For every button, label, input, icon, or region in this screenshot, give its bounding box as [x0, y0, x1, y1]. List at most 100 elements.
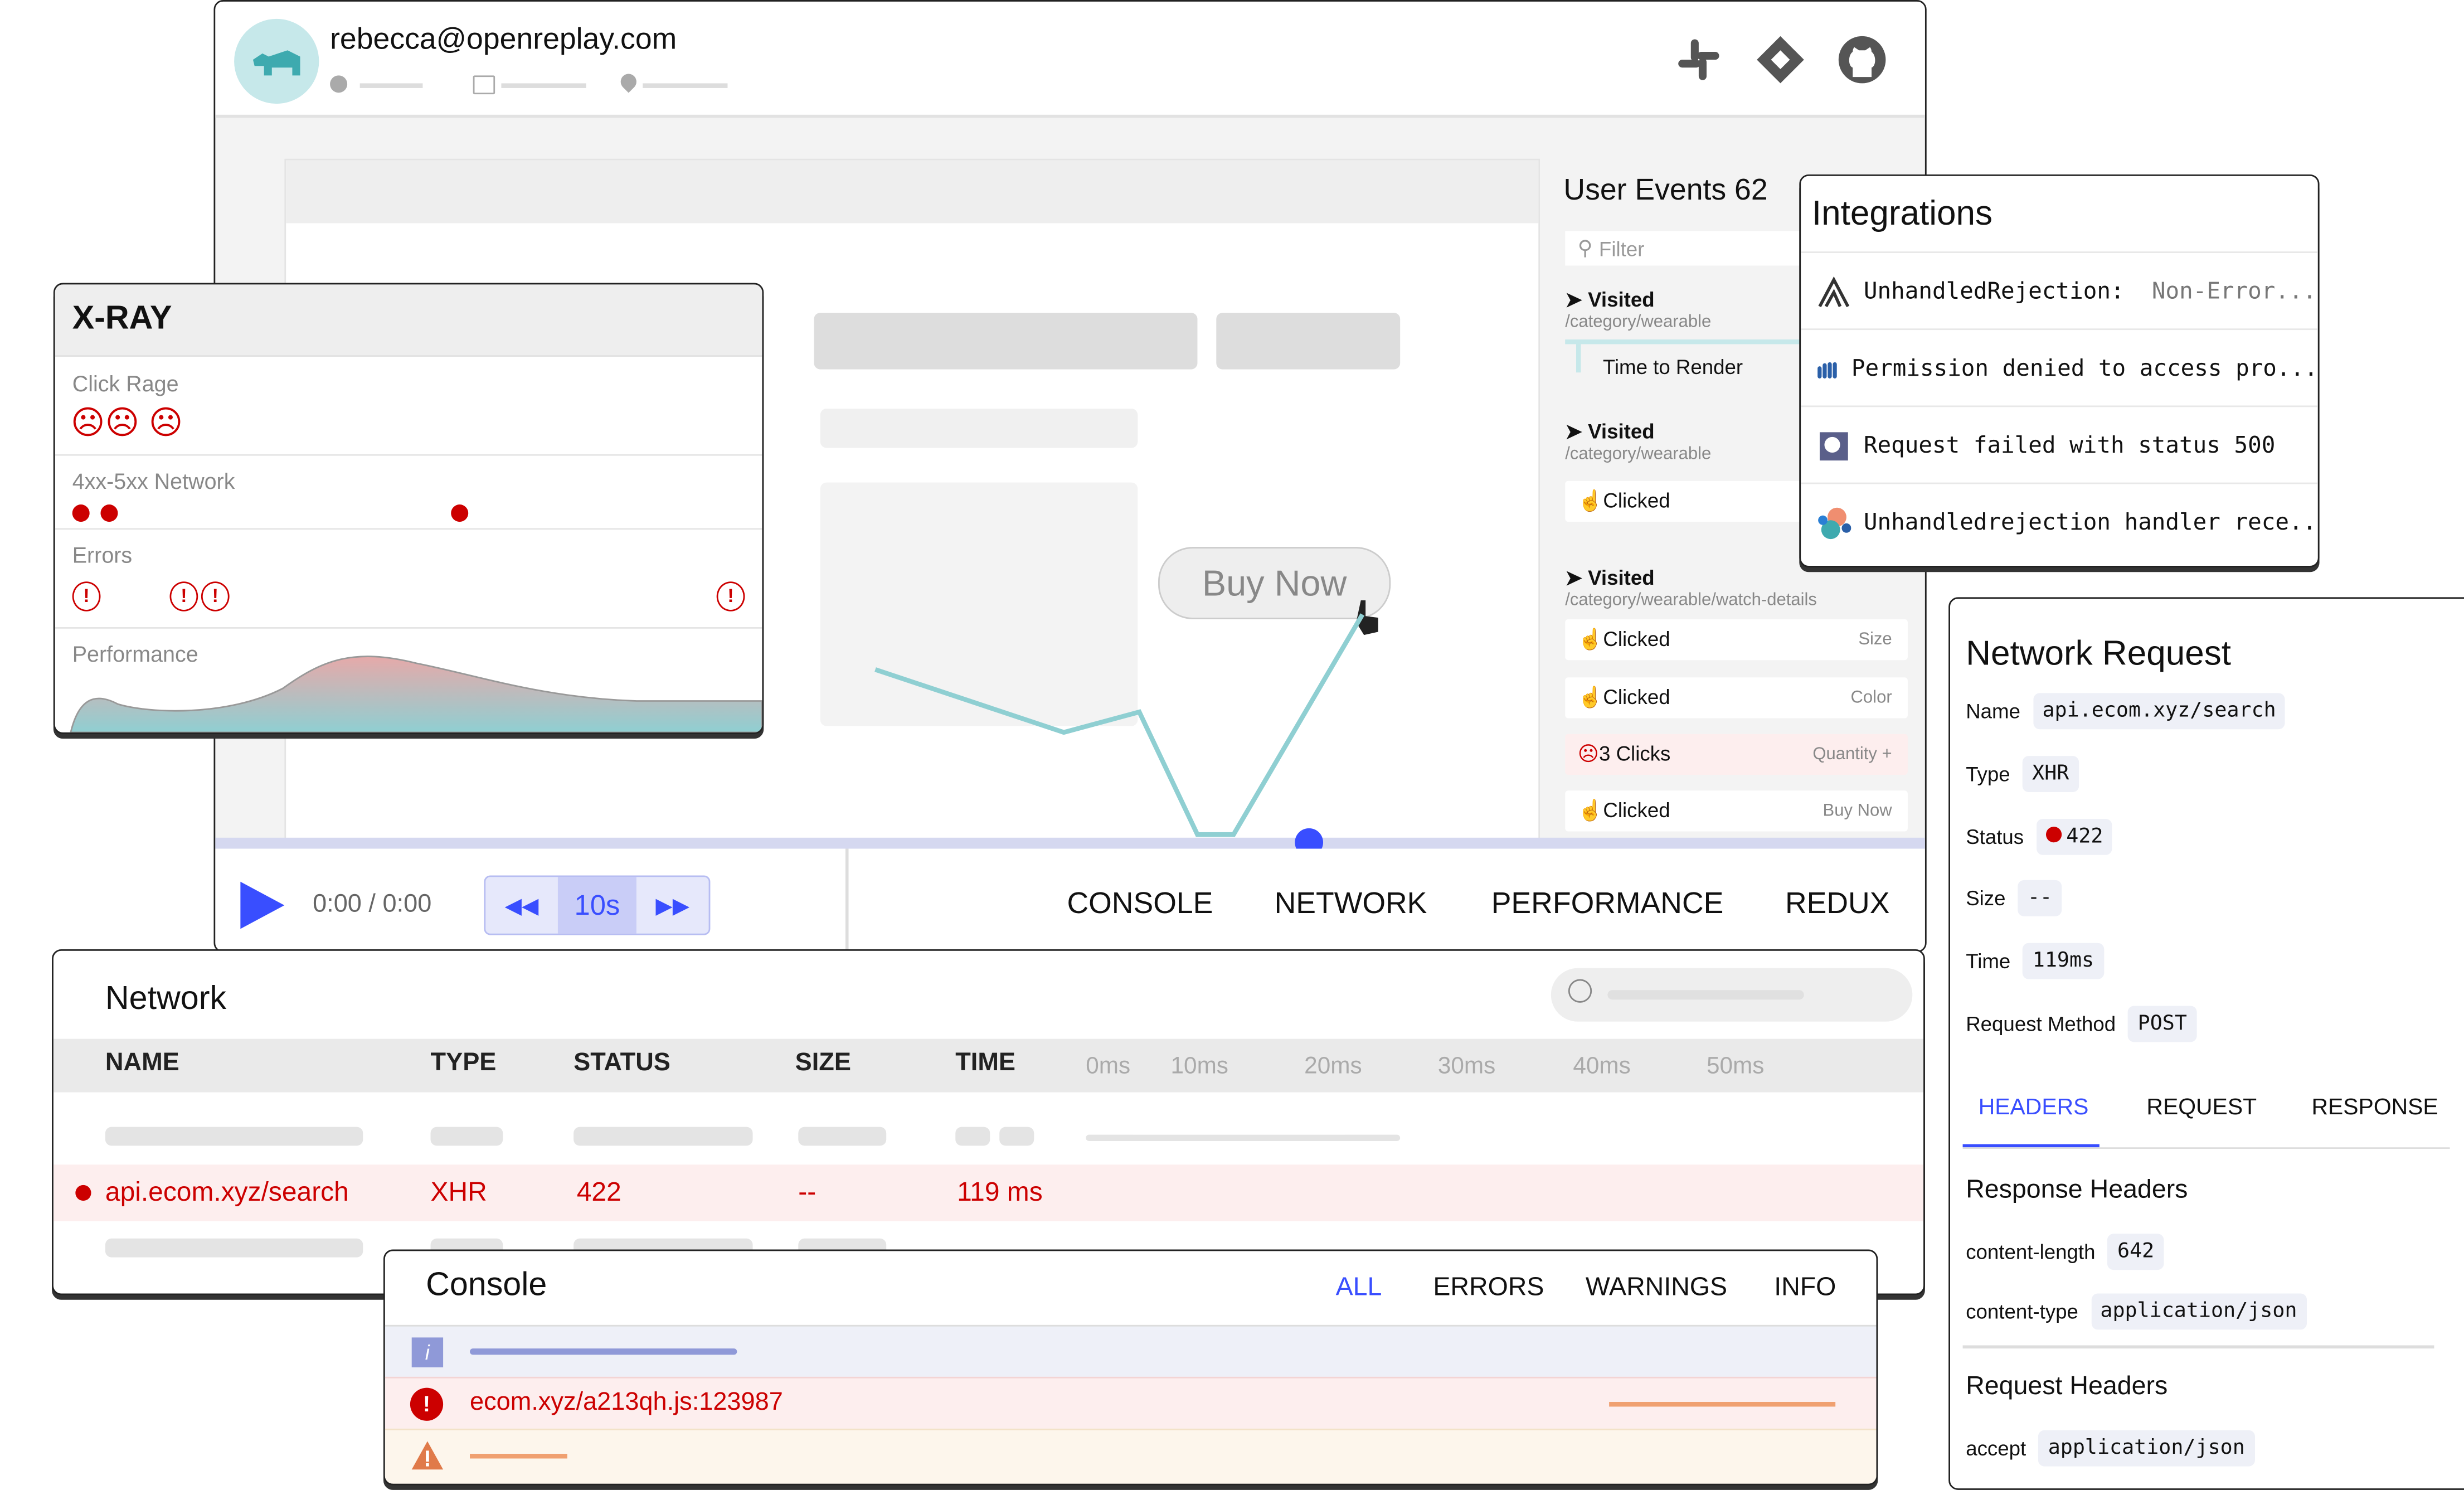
network-error-dot[interactable] [451, 504, 469, 522]
header-content-type: content-type application/json [1966, 1293, 2307, 1330]
hand-icon: ☝ [1577, 488, 1603, 513]
viewport-toolbar [286, 160, 1539, 224]
timeline-tick: 50ms [1706, 1053, 1765, 1080]
col-type[interactable]: TYPE [430, 1050, 497, 1077]
event-clicked[interactable]: ☝Clicked Size [1565, 619, 1908, 661]
response-headers-title: Response Headers [1966, 1175, 2188, 1204]
event-clicked[interactable]: ☝Clicked Color [1565, 677, 1908, 719]
tab-info[interactable]: INFO [1774, 1273, 1836, 1302]
status-dot-icon [2045, 827, 2062, 843]
navigate-icon: ➤ [1565, 566, 1588, 590]
field-type: Type XHR [1966, 756, 2079, 793]
field-size: Size -- [1966, 880, 2062, 916]
navigate-icon: ➤ [1565, 419, 1588, 444]
time-display: 0:00 / 0:00 [313, 891, 432, 918]
elastic-icon [1818, 507, 1851, 538]
event-clicked[interactable]: ☝Clicked Buy Now [1565, 790, 1908, 832]
xray-panel: X-RAY Click Rage ☹☹ ☹ 4xx-5xx Network Er… [53, 283, 764, 734]
search-icon [1568, 979, 1592, 1003]
time-to-render-label: Time to Render [1602, 355, 1743, 379]
col-status[interactable]: STATUS [574, 1050, 670, 1077]
request-headers-title: Request Headers [1966, 1372, 2168, 1401]
rewind-icon[interactable]: ◀◀ [504, 892, 539, 918]
field-method: Request Method POST [1966, 1006, 2196, 1042]
tab-console[interactable]: CONSOLE [1067, 888, 1213, 921]
integration-item[interactable]: UnhandledRejection: Non-Error... [1801, 251, 2318, 330]
hand-icon: ☝ [1577, 627, 1603, 651]
network-request-title: Network Request [1966, 633, 2231, 673]
play-icon[interactable] [237, 879, 288, 932]
error-icon[interactable]: ! [72, 581, 101, 611]
integration-item[interactable]: Unhandledrejection handler rece.. [1801, 482, 2318, 561]
sentry-icon [1818, 275, 1850, 307]
event-visited[interactable]: ➤ Visited/category/wearable [1565, 419, 1712, 464]
skip-controls: ◀◀ 10s ▶▶ [484, 875, 711, 935]
skip-interval[interactable]: 10s [557, 877, 636, 934]
tab-headers[interactable]: HEADERS [1978, 1095, 2089, 1121]
error-icon[interactable]: ! [201, 581, 230, 611]
console-row-warning[interactable] [385, 1428, 1877, 1484]
datadog-icon [1819, 431, 1848, 460]
tab-all[interactable]: ALL [1335, 1273, 1382, 1302]
timeline-scrubber[interactable] [215, 828, 1925, 857]
integrations-title: Integrations [1811, 193, 1993, 233]
session-player-window: rebecca@openreplay.com Buy Now User Even… [213, 0, 1927, 953]
integration-item[interactable]: Permission denied to access pro... [1801, 328, 2318, 407]
integration-item[interactable]: Request failed with status 500 [1801, 405, 2318, 484]
xray-row-click-rage: Click Rage ☹☹ ☹ [55, 357, 762, 456]
angry-face-icon: ☹ [1577, 741, 1600, 766]
error-icon[interactable]: ! [716, 581, 745, 611]
header-content-length: content-length 642 [1966, 1234, 2164, 1270]
col-name[interactable]: NAME [105, 1050, 179, 1077]
field-status: Status 422 [1966, 818, 2113, 855]
bugsnag-icon [1817, 361, 1837, 378]
network-error-dot[interactable] [72, 504, 90, 522]
col-time[interactable]: TIME [955, 1050, 1016, 1077]
render-marker [1576, 344, 1581, 373]
angry-face-icon[interactable]: ☹☹ ☹ [70, 405, 183, 442]
warning-icon [411, 1441, 444, 1470]
integrations-panel: Integrations UnhandledRejection: Non-Err… [1799, 174, 2320, 567]
tab-errors[interactable]: ERRORS [1433, 1273, 1544, 1302]
network-table-header [53, 1038, 1924, 1093]
forward-icon[interactable]: ▶▶ [655, 892, 690, 918]
info-icon: i [411, 1337, 444, 1367]
pointer-hand-icon [1356, 600, 1378, 635]
placeholder-bar [359, 83, 423, 88]
timeline-tick: 10ms [1170, 1053, 1228, 1080]
tab-network[interactable]: NETWORK [1274, 888, 1427, 921]
event-visited[interactable]: ➤ Visited/category/wearable [1565, 287, 1712, 332]
field-time: Time 119ms [1966, 943, 2104, 979]
col-size[interactable]: SIZE [795, 1050, 851, 1077]
user-email[interactable]: rebecca@openreplay.com [330, 23, 677, 57]
tab-request[interactable]: REQUEST [2146, 1095, 2257, 1121]
placeholder-bar [643, 83, 728, 88]
network-error-dot[interactable] [100, 504, 118, 522]
tab-performance[interactable]: PERFORMANCE [1491, 888, 1724, 921]
console-row-error[interactable]: ! ecom.xyz/a213qh.js:123987 [385, 1376, 1877, 1430]
network-request-panel: Network Request Name api.ecom.xyz/search … [1948, 597, 2464, 1490]
jira-icon[interactable] [1754, 33, 1807, 86]
event-visited[interactable]: ➤ Visited/category/wearable/watch-detail… [1565, 566, 1817, 610]
network-search-input[interactable] [1551, 968, 1913, 1022]
network-title: Network [105, 981, 227, 1017]
buy-now-button[interactable]: Buy Now [1158, 547, 1391, 619]
navigate-icon: ➤ [1565, 287, 1588, 312]
table-row[interactable]: api.ecom.xyz/search XHR 422 -- 119 ms [53, 1164, 1924, 1221]
player-controls: 0:00 / 0:00 ◀◀ 10s ▶▶ CONSOLE NETWORK PE… [215, 848, 1925, 951]
hand-icon: ☝ [1577, 798, 1603, 822]
event-click-rage[interactable]: ☹3 Clicks Quantity + [1565, 734, 1908, 775]
error-icon: ! [410, 1387, 444, 1421]
tab-response[interactable]: RESPONSE [2311, 1095, 2438, 1121]
console-panel: Console ALL ERRORS WARNINGS INFO i ! eco… [383, 1249, 1878, 1486]
time-to-render-bar [1565, 339, 1925, 344]
xray-row-network: 4xx-5xx Network [55, 456, 762, 530]
error-icon[interactable]: ! [169, 581, 198, 611]
xray-row-performance: Performance [55, 629, 762, 732]
tab-redux[interactable]: REDUX [1785, 888, 1890, 921]
slack-icon[interactable] [1675, 36, 1723, 84]
divider [845, 848, 848, 951]
github-icon[interactable] [1835, 33, 1889, 86]
tab-warnings[interactable]: WARNINGS [1585, 1273, 1728, 1302]
console-row-info[interactable]: i [385, 1324, 1877, 1379]
